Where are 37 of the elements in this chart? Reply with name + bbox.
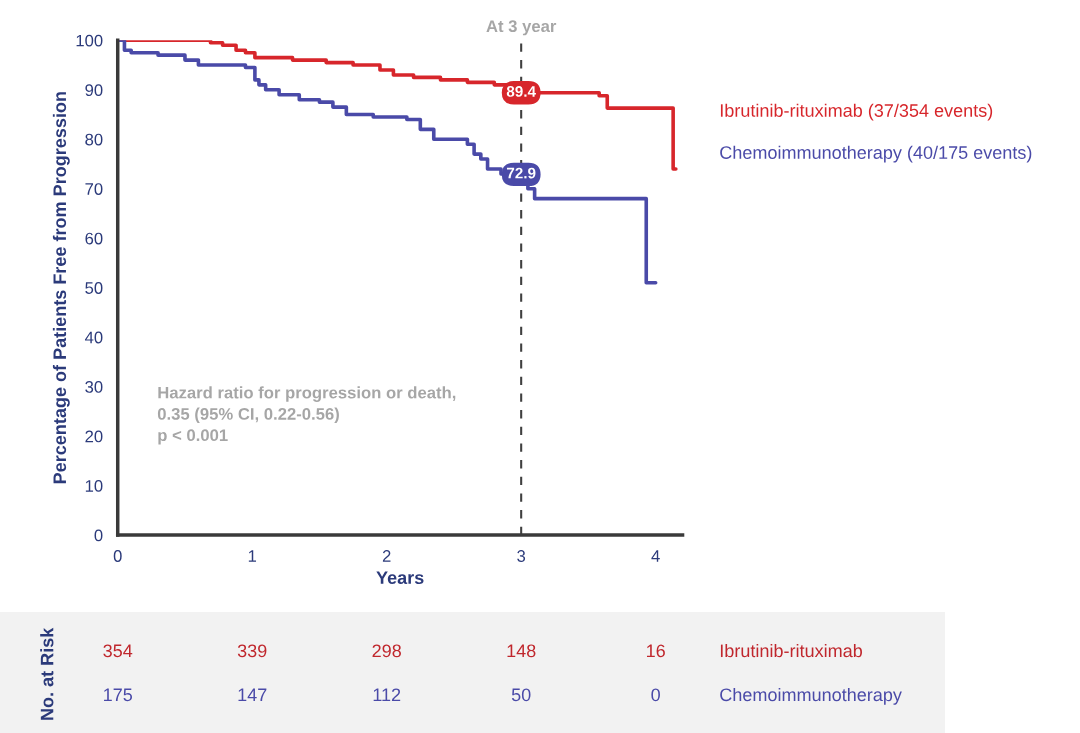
text: 339: [237, 644, 267, 658]
y-tick-label: 70: [85, 183, 103, 195]
y-tick-label: 10: [85, 480, 103, 492]
y-tick-label: 90: [85, 84, 103, 96]
y-tick-label: 30: [85, 381, 103, 393]
ref-line-label: At 3 year: [486, 20, 557, 36]
annotation: Hazard ratio for progression or death,: [158, 386, 456, 402]
legend-label: Chemoimmunotherapy: [720, 687, 902, 705]
annotation: 0.35 (95% CI, 0.22-0.56): [157, 407, 339, 424]
annotation: p < 0.001: [158, 429, 228, 445]
x-tick-label: 0: [113, 550, 122, 562]
text: No. at Risk: [40, 627, 54, 720]
legend-label: Ibrutinib-rituximab: [720, 643, 863, 658]
text: 354: [103, 644, 133, 658]
text: Chemoimmunotherapy (40/175 events): [720, 145, 1032, 163]
x-axis-title: Years: [376, 571, 424, 585]
x-tick-label: 1: [248, 550, 257, 562]
y-tick-label: 60: [85, 232, 103, 245]
x-tick-label: 3: [517, 550, 526, 562]
text: 0: [651, 688, 660, 702]
x-tick-label: 2: [382, 550, 391, 562]
y-tick-label: 100: [76, 34, 103, 47]
y-tick-label: 40: [84, 331, 103, 344]
y-tick-label: 80: [85, 133, 103, 146]
text: 50: [511, 688, 531, 702]
text: 147: [238, 688, 267, 702]
text: 112: [373, 688, 401, 702]
x-tick-label: 4: [651, 550, 660, 562]
y-tick-label: 50: [85, 282, 103, 294]
text: 16: [647, 644, 665, 658]
text: 298: [372, 644, 401, 658]
y-axis-title: Percentage of Patients Free from Progression: [52, 92, 70, 484]
text: 148: [507, 644, 536, 658]
text: 175: [104, 688, 133, 702]
text: Ibrutinib-rituximab (37/354 events): [720, 103, 993, 121]
y-tick-label: 20: [85, 430, 103, 443]
y-tick-label: 0: [94, 529, 103, 542]
